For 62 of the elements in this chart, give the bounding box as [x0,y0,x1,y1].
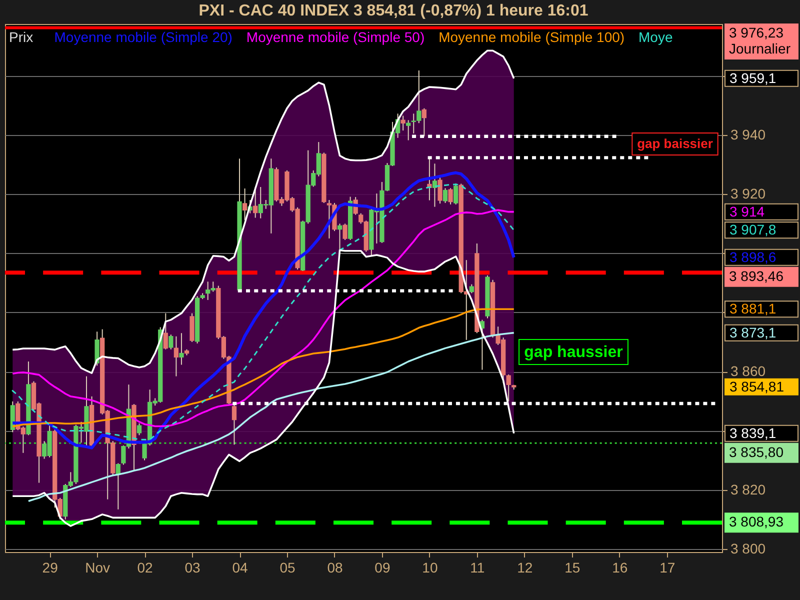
candlestick [242,188,248,221]
y-tick-label: 3 820 [730,481,766,498]
x-tick-label: 11 [470,560,485,576]
y2-tick-label: 3 907,8 [730,222,776,238]
line-series [28,332,515,502]
y-tick-label: 3 920 [730,186,766,202]
ref-line-label: 3 976,23 Journalier [729,24,791,56]
candlestick [190,312,194,342]
candlestick [454,182,458,205]
candlestick [168,334,174,350]
x-tick-label: 05 [280,560,296,576]
annotation: gap haussier [524,344,623,361]
candlestick [342,223,348,240]
candlestick [442,188,448,204]
y2-tick-label: 3 881,1 [730,300,776,317]
candlestick [337,223,342,250]
y2-tick-label: 3 839,1 [730,424,776,441]
y2-tick-label: 3 854,81 [730,378,784,394]
candlestick [232,404,237,446]
y-tick-label: 3 940 [730,126,766,142]
candlestick [448,188,453,205]
candlestick [506,374,511,402]
candlestick [422,108,426,137]
x-tick-label: Nov [85,560,110,576]
x-tick-label: 04 [232,560,248,576]
y2-tick-label: 3 959,1 [730,70,776,86]
candlestick [116,462,120,510]
text: Moyenne mobile (Simple 20) [54,29,232,45]
line-series [12,50,515,374]
ref-line-label: 3 835,80 [729,444,784,460]
candlestick [406,120,411,141]
x-tick-label: 16 [612,560,628,576]
y-tick-label: 3 800 [730,540,766,557]
candlestick [179,332,184,366]
candlestick [136,422,142,436]
ref-line-label: 3 808,93 [729,514,784,530]
text: Moye [638,29,673,45]
x-tick-label: 10 [422,560,438,576]
annotation: Prix [9,29,34,45]
x-tick-label: 15 [564,560,580,576]
chart-title: PXI - CAC 40 INDEX 3 854,81 (-0,87%) 1 heure 16:01 [198,2,588,20]
candlestick [94,331,100,366]
x-tick-label: 09 [374,560,390,576]
y-tick-label: 3 860 [730,363,766,380]
text: Moyenne mobile (Simple 50) [246,29,425,45]
x-tick-label: 17 [660,560,676,576]
x-tick-label: 29 [42,560,58,576]
candlestick [400,115,406,131]
x-tick-label: 02 [137,560,154,576]
candlestick [438,176,442,204]
text: Moyenne mobile (Simple 100) [438,29,625,45]
ref-line-label: 3 893,46 [729,268,784,284]
candlestick [432,163,438,208]
x-tick-label: 03 [184,560,201,576]
y2-tick-label: 3 914 [730,203,765,220]
x-tick-label: 08 [327,560,343,576]
y2-tick-label: 3 898,6 [730,248,776,265]
x-tick-label: 12 [517,560,533,576]
candlestick [163,312,168,350]
candlestick [174,336,179,377]
y2-tick-label: 3 873,1 [730,324,776,340]
annotation: gap baissier [637,136,713,151]
